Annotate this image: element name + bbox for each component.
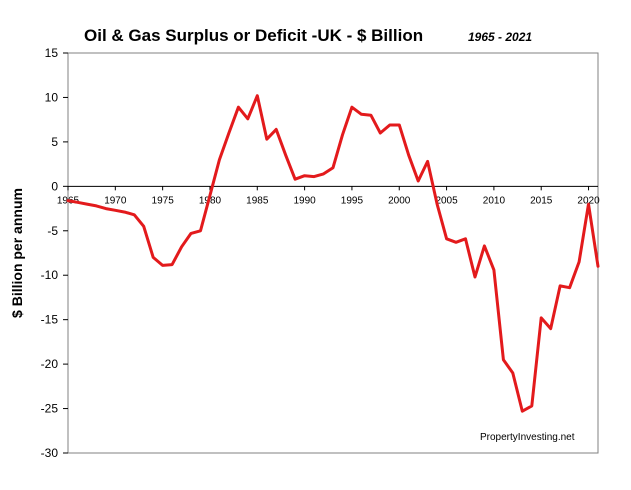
y-tick-label: 0 xyxy=(51,179,58,193)
y-tick-label: -15 xyxy=(41,313,59,327)
x-tick-label: 2000 xyxy=(388,195,411,206)
x-tick-label: 1970 xyxy=(104,195,127,206)
x-tick-label: 2015 xyxy=(530,195,553,206)
plot-area xyxy=(67,52,599,454)
y-tick-label: -25 xyxy=(41,402,59,416)
x-tick-label: 1980 xyxy=(199,195,222,206)
y-tick-label: -5 xyxy=(47,224,58,238)
y-tick-label: -30 xyxy=(41,446,59,460)
series-line xyxy=(66,94,600,413)
x-tick-label: 1985 xyxy=(246,195,269,206)
source-annotation: PropertyInvesting.net xyxy=(480,432,575,443)
y-tick-label: -10 xyxy=(41,268,59,282)
y-tick-label: -20 xyxy=(41,357,59,371)
y-tick-label: 5 xyxy=(51,135,58,149)
x-tick-label: 1975 xyxy=(152,195,175,206)
x-tick-label: 2010 xyxy=(483,195,506,206)
y-tick-label: 15 xyxy=(45,46,59,60)
x-tick-label: 2020 xyxy=(577,195,600,206)
x-tick-label: 2005 xyxy=(435,195,458,206)
x-tick-label: 1990 xyxy=(293,195,316,206)
chart-subtitle: 1965 - 2021 xyxy=(468,30,532,44)
y-tick-label: 10 xyxy=(45,90,59,104)
chart-title: Oil & Gas Surplus or Deficit -UK - $ Bil… xyxy=(84,26,423,45)
y-axis-label: $ Billion per annum xyxy=(9,188,25,318)
x-tick-label: 1995 xyxy=(341,195,364,206)
